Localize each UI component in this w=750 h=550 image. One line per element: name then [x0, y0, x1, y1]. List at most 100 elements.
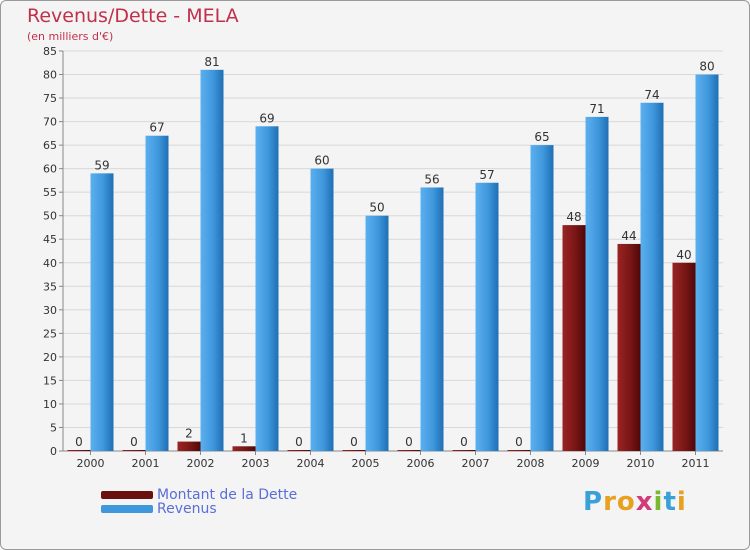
data-label-revenus-2003: 69: [259, 111, 274, 125]
y-tick-label: 50: [43, 210, 57, 223]
bar-revenus-2007: [475, 182, 499, 451]
data-label-dette-2003: 1: [240, 431, 248, 445]
legend-swatch-dette: [101, 491, 153, 499]
x-tick-label: 2003: [242, 457, 270, 470]
y-tick-label: 30: [43, 304, 57, 317]
x-tick-label: 2002: [187, 457, 215, 470]
data-label-dette-2006: 0: [405, 435, 413, 449]
data-label-dette-2000: 0: [75, 435, 83, 449]
x-tick-label: 2011: [682, 457, 710, 470]
bar-revenus-2009: [585, 116, 609, 451]
data-label-dette-2011: 40: [676, 248, 691, 262]
logo-letter: t: [663, 487, 677, 517]
y-tick-label: 75: [43, 92, 57, 105]
data-label-dette-2001: 0: [130, 435, 138, 449]
bar-dette-2004: [287, 450, 311, 451]
y-tick-label: 10: [43, 398, 57, 411]
bar-revenus-2008: [530, 145, 554, 451]
legend-item-dette: Montant de la Dette: [101, 487, 297, 503]
logo-letter: o: [616, 487, 636, 517]
bar-dette-2003: [232, 446, 256, 451]
y-tick-label: 70: [43, 116, 57, 129]
bars: [67, 69, 719, 452]
y-tick-label: 65: [43, 139, 57, 152]
data-label-revenus-2011: 80: [699, 60, 714, 74]
logo-letter: r: [603, 487, 617, 517]
x-tick-label: 2005: [352, 457, 380, 470]
bar-dette-2006: [397, 450, 421, 451]
data-label-revenus-2005: 50: [369, 201, 384, 215]
data-label-revenus-2008: 65: [534, 130, 549, 144]
data-label-dette-2004: 0: [295, 435, 303, 449]
data-label-dette-2010: 44: [621, 229, 636, 243]
logo-letter: i: [653, 487, 664, 517]
data-label-revenus-2007: 57: [479, 168, 494, 182]
bar-revenus-2006: [420, 187, 444, 451]
legend-swatch-revenus: [101, 505, 153, 513]
y-tick-label: 60: [43, 163, 57, 176]
legend-label-revenus: Revenus: [157, 501, 217, 517]
x-tick-label: 2004: [297, 457, 325, 470]
bar-dette-2005: [342, 450, 366, 451]
x-tick-label: 2006: [407, 457, 435, 470]
y-tick-label: 0: [50, 445, 57, 458]
logo-letter: i: [676, 487, 687, 517]
logo-letter: x: [635, 487, 654, 517]
x-tick-label: 2009: [572, 457, 600, 470]
chart-title: Revenus/Dette - MELA: [27, 5, 239, 27]
bar-dette-2002: [177, 441, 201, 451]
bar-revenus-2010: [640, 102, 664, 451]
y-tick-label: 15: [43, 374, 57, 387]
data-label-dette-2007: 0: [460, 435, 468, 449]
y-tick-label: 35: [43, 280, 57, 293]
proxiti-logo: Proxiti: [583, 487, 687, 517]
bar-dette-2001: [122, 450, 146, 451]
data-label-revenus-2000: 59: [94, 158, 109, 172]
bar-revenus-2011: [695, 74, 719, 451]
data-label-revenus-2002: 81: [204, 55, 219, 69]
bar-dette-2007: [452, 450, 476, 451]
y-axis-ticks: 0 5 10 15 20 25 30 35 40 45 50 55 60 65 70 75 80 85: [43, 45, 57, 458]
bar-dette-2000: [67, 450, 91, 451]
data-labels: 0 59 0 67 2 81 1 69 0 60 0 50 0 56 0 57 0 65 48 71 44 74 40 80: [75, 55, 714, 449]
gridlines: [59, 50, 723, 452]
bar-revenus-2003: [255, 126, 279, 451]
data-label-dette-2009: 48: [566, 210, 581, 224]
data-label-revenus-2009: 71: [589, 102, 604, 116]
y-tick-label: 45: [43, 233, 57, 246]
x-tick-label: 2010: [627, 457, 655, 470]
x-tick-label: 2007: [462, 457, 490, 470]
y-tick-label: 5: [50, 421, 57, 434]
data-label-dette-2002: 2: [185, 427, 193, 441]
data-label-dette-2008: 0: [515, 435, 523, 449]
data-label-revenus-2004: 60: [314, 154, 329, 168]
bar-dette-2011: [672, 262, 696, 451]
y-tick-label: 85: [43, 45, 57, 58]
bar-revenus-2005: [365, 215, 389, 451]
logo-letter: P: [583, 487, 604, 517]
bar-dette-2009: [562, 225, 586, 451]
bar-dette-2008: [507, 450, 531, 451]
y-tick-label: 55: [43, 186, 57, 199]
y-tick-label: 40: [43, 257, 57, 270]
legend-label-dette: Montant de la Dette: [157, 487, 298, 503]
data-label-dette-2005: 0: [350, 435, 358, 449]
x-tick-label: 2000: [77, 457, 105, 470]
x-tick-label: 2008: [517, 457, 545, 470]
bar-dette-2010: [617, 243, 641, 451]
legend-item-revenus: Revenus: [101, 501, 217, 517]
bar-revenus-2000: [90, 173, 114, 451]
data-label-revenus-2006: 56: [424, 172, 439, 186]
x-tick-label: 2001: [132, 457, 160, 470]
y-tick-label: 25: [43, 327, 57, 340]
x-axis-ticks: 2000 2001 2002 2003 2004 2005 2006 2007 2008 2009…: [77, 451, 710, 470]
bar-revenus-2001: [145, 135, 169, 452]
data-label-revenus-2001: 67: [149, 121, 164, 135]
bar-revenus-2002: [200, 69, 224, 451]
y-tick-label: 80: [43, 69, 57, 82]
chart-subtitle: (en milliers d'€): [27, 30, 114, 43]
y-tick-label: 20: [43, 351, 57, 364]
data-label-revenus-2010: 74: [644, 88, 659, 102]
